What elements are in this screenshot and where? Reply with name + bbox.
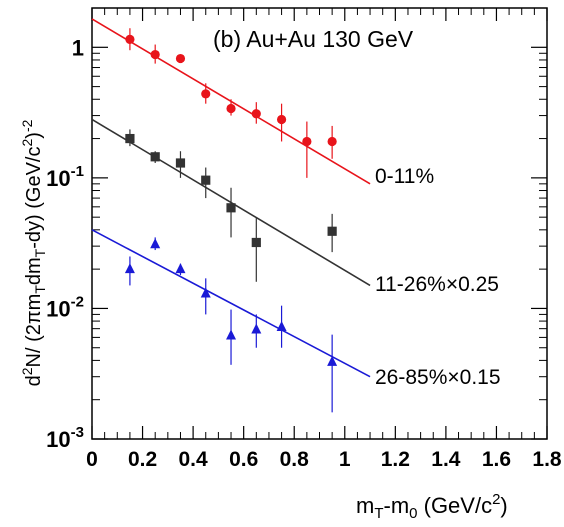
data-point-square <box>125 133 135 144</box>
y-tick-label: 10-1 <box>46 163 84 191</box>
x-tick-label: 1.8 <box>532 448 562 471</box>
y-tick-label: 10-2 <box>46 293 84 321</box>
x-tick-label: 0.6 <box>229 448 258 471</box>
data-point-triangle <box>200 287 211 298</box>
series-labels: 0-11% 11-26%×0.25 26-85%×0.15 <box>375 165 501 389</box>
data-point-triangle <box>150 238 161 249</box>
data-point-triangle <box>175 263 186 274</box>
x-tick-label: 1.4 <box>431 448 461 471</box>
data-point-square <box>226 203 236 213</box>
data-point-circle <box>150 49 160 60</box>
chart-title: (b) Au+Au 130 GeV <box>213 26 414 52</box>
data-point-triangle <box>124 263 135 274</box>
data-point-circle <box>251 109 261 119</box>
y-tick-label: 1 <box>72 35 84 60</box>
data-point-circle <box>226 103 236 114</box>
data-point-triangle <box>226 329 237 340</box>
data-point-triangle <box>276 321 287 332</box>
x-tick-label: 1.2 <box>381 448 410 471</box>
data-point-circle <box>125 34 135 44</box>
data-point-square <box>150 152 160 162</box>
data-point-square <box>175 158 186 168</box>
data-point-circle <box>302 136 312 147</box>
data-point-triangle <box>327 355 338 366</box>
series-label: 11-26%×0.25 <box>375 273 499 296</box>
x-tick-label: 0.4 <box>179 448 209 471</box>
x-axis-label: mT-m0 (GeV/c2) <box>356 491 508 522</box>
data-point-circle <box>327 136 337 147</box>
data-point-circle <box>276 114 287 125</box>
data-point-square <box>251 237 261 248</box>
axis-ticks: 0 0.2 0.4 0.6 0.8 1 1.2 1.4 1.6 1.8 1 10-1 10-2 10-3 <box>46 7 562 471</box>
x-tick-label: 0.2 <box>128 448 157 471</box>
fit-line <box>91 229 371 378</box>
x-tick-label: 0 <box>86 448 98 471</box>
data-point-triangle <box>251 323 262 334</box>
series-label: 26-85%×0.15 <box>375 366 501 389</box>
data-point-square <box>327 226 337 236</box>
x-tick-label: 1 <box>339 448 351 471</box>
y-axis-label: d2N/ (2πmTdmT-dy) (GeV/c2)-2 <box>19 119 48 386</box>
data-points <box>124 28 338 413</box>
x-tick-label: 0.8 <box>280 448 310 471</box>
data-point-circle <box>201 89 211 99</box>
data-point-square <box>201 175 211 185</box>
y-tick-label: 10-3 <box>46 424 84 452</box>
data-point-circle <box>175 53 186 64</box>
x-tick-label: 1.6 <box>482 448 511 471</box>
series-label: 0-11% <box>375 165 434 188</box>
